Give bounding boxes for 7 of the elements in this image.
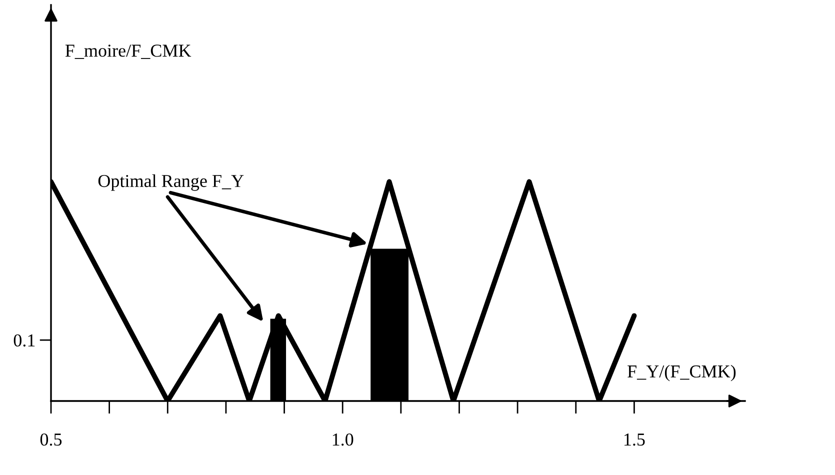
x-axis-title: F_Y/(F_CMK)	[628, 364, 736, 382]
y-axis-title: F_moire/F_CMK	[65, 44, 192, 59]
annotation: Optimal Range F_Y	[98, 174, 244, 191]
y-tick-label: 0.1	[14, 334, 35, 347]
x-tick-label: 1.0	[332, 433, 354, 446]
x-tick-label: 1.5	[624, 434, 645, 446]
x-tick-label: 0.5	[40, 433, 62, 446]
